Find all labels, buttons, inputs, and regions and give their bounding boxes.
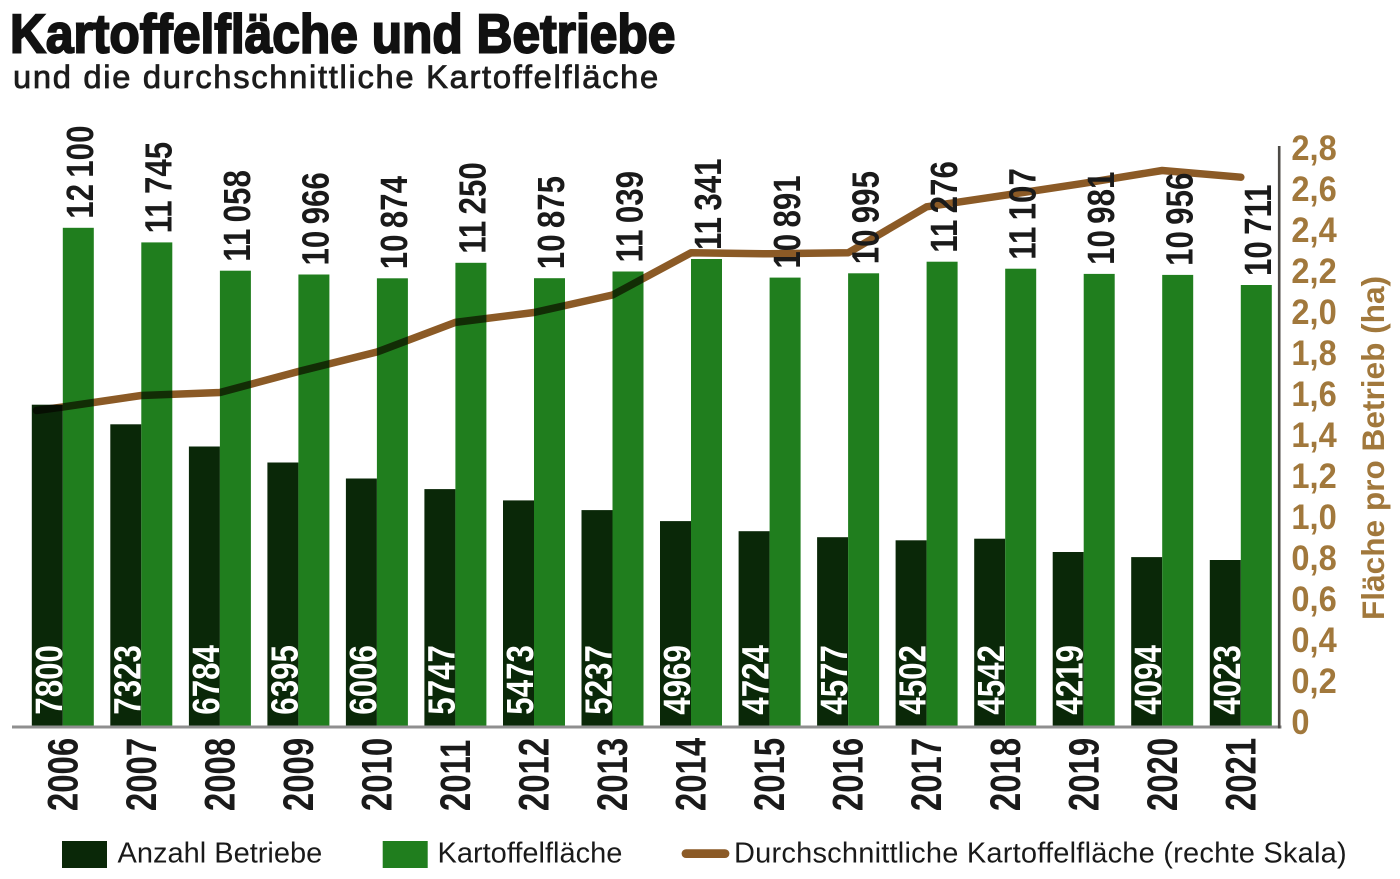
svg-text:5237: 5237 <box>578 645 621 715</box>
svg-text:4724: 4724 <box>735 645 778 715</box>
svg-text:4502: 4502 <box>892 645 935 715</box>
svg-text:10 966: 10 966 <box>295 172 338 265</box>
svg-text:1,2: 1,2 <box>1291 457 1336 496</box>
svg-text:2,6: 2,6 <box>1291 170 1336 209</box>
svg-text:2021: 2021 <box>1218 738 1265 811</box>
svg-text:7800: 7800 <box>28 645 71 715</box>
svg-text:2017: 2017 <box>904 738 951 811</box>
svg-text:2016: 2016 <box>826 738 873 811</box>
svg-text:11 107: 11 107 <box>1002 168 1045 260</box>
svg-text:2,4: 2,4 <box>1291 211 1337 250</box>
svg-text:2,8: 2,8 <box>1291 129 1336 168</box>
svg-text:2006: 2006 <box>41 738 88 811</box>
svg-text:11 250: 11 250 <box>452 162 495 254</box>
svg-text:2015: 2015 <box>747 738 794 811</box>
svg-text:4023: 4023 <box>1206 645 1249 715</box>
svg-text:0,4: 0,4 <box>1291 621 1337 660</box>
svg-text:Kartoffelfläche: Kartoffelfläche <box>438 838 623 870</box>
svg-text:10 956: 10 956 <box>1159 173 1202 266</box>
svg-text:10 875: 10 875 <box>530 176 573 269</box>
svg-text:2020: 2020 <box>1140 738 1187 811</box>
svg-text:Durchschnittliche Kartoffelflä: Durchschnittliche Kartoffelfläche (recht… <box>734 838 1347 870</box>
svg-text:2012: 2012 <box>512 738 559 811</box>
svg-text:4542: 4542 <box>970 645 1013 715</box>
svg-text:12 100: 12 100 <box>59 126 102 219</box>
svg-text:2019: 2019 <box>1061 738 1108 811</box>
svg-text:1,0: 1,0 <box>1291 498 1336 537</box>
svg-text:0,2: 0,2 <box>1291 662 1336 701</box>
svg-text:1,4: 1,4 <box>1291 416 1337 455</box>
svg-text:10 981: 10 981 <box>1080 172 1123 265</box>
svg-text:2008: 2008 <box>198 738 245 811</box>
svg-text:0,6: 0,6 <box>1291 580 1336 619</box>
svg-text:2007: 2007 <box>119 738 166 811</box>
svg-text:7323: 7323 <box>106 645 149 715</box>
svg-text:10 891: 10 891 <box>766 175 809 268</box>
svg-text:5747: 5747 <box>421 645 464 715</box>
svg-text:2011: 2011 <box>433 740 480 811</box>
svg-text:11 058: 11 058 <box>216 170 259 262</box>
svg-text:2009: 2009 <box>276 738 323 811</box>
svg-text:10 995: 10 995 <box>844 171 887 264</box>
svg-text:11 039: 11 039 <box>609 171 652 263</box>
svg-text:0,8: 0,8 <box>1291 539 1336 578</box>
svg-text:2,0: 2,0 <box>1291 293 1336 332</box>
svg-text:4219: 4219 <box>1049 645 1092 715</box>
svg-text:10 874: 10 874 <box>373 175 416 269</box>
svg-text:4577: 4577 <box>813 645 856 715</box>
svg-text:4969: 4969 <box>656 645 699 715</box>
svg-text:2010: 2010 <box>355 738 402 811</box>
svg-text:0: 0 <box>1291 703 1309 742</box>
svg-text:2018: 2018 <box>983 738 1030 811</box>
svg-text:2,2: 2,2 <box>1291 252 1336 291</box>
svg-text:Anzahl Betriebe: Anzahl Betriebe <box>118 838 323 870</box>
svg-text:11 276: 11 276 <box>923 161 966 253</box>
svg-text:1,8: 1,8 <box>1291 334 1336 373</box>
svg-text:Fläche pro Betrieb (ha): Fläche pro Betrieb (ha) <box>1355 276 1391 620</box>
svg-text:6784: 6784 <box>185 645 228 715</box>
svg-text:2013: 2013 <box>590 738 637 811</box>
svg-text:1,6: 1,6 <box>1291 375 1336 414</box>
svg-text:11 745: 11 745 <box>138 142 181 234</box>
svg-text:2014: 2014 <box>669 738 716 811</box>
svg-text:6006: 6006 <box>342 645 385 715</box>
svg-text:6395: 6395 <box>264 645 307 715</box>
svg-text:5473: 5473 <box>499 645 542 715</box>
svg-text:11 341: 11 341 <box>687 158 730 250</box>
svg-text:10 711: 10 711 <box>1237 184 1280 276</box>
svg-text:und die durchschnittliche Kart: und die durchschnittliche Kartoffelfläch… <box>13 58 660 95</box>
svg-text:4094: 4094 <box>1127 645 1170 715</box>
svg-text:Kartoffelfläche und Betriebe: Kartoffelfläche und Betriebe <box>10 4 675 65</box>
